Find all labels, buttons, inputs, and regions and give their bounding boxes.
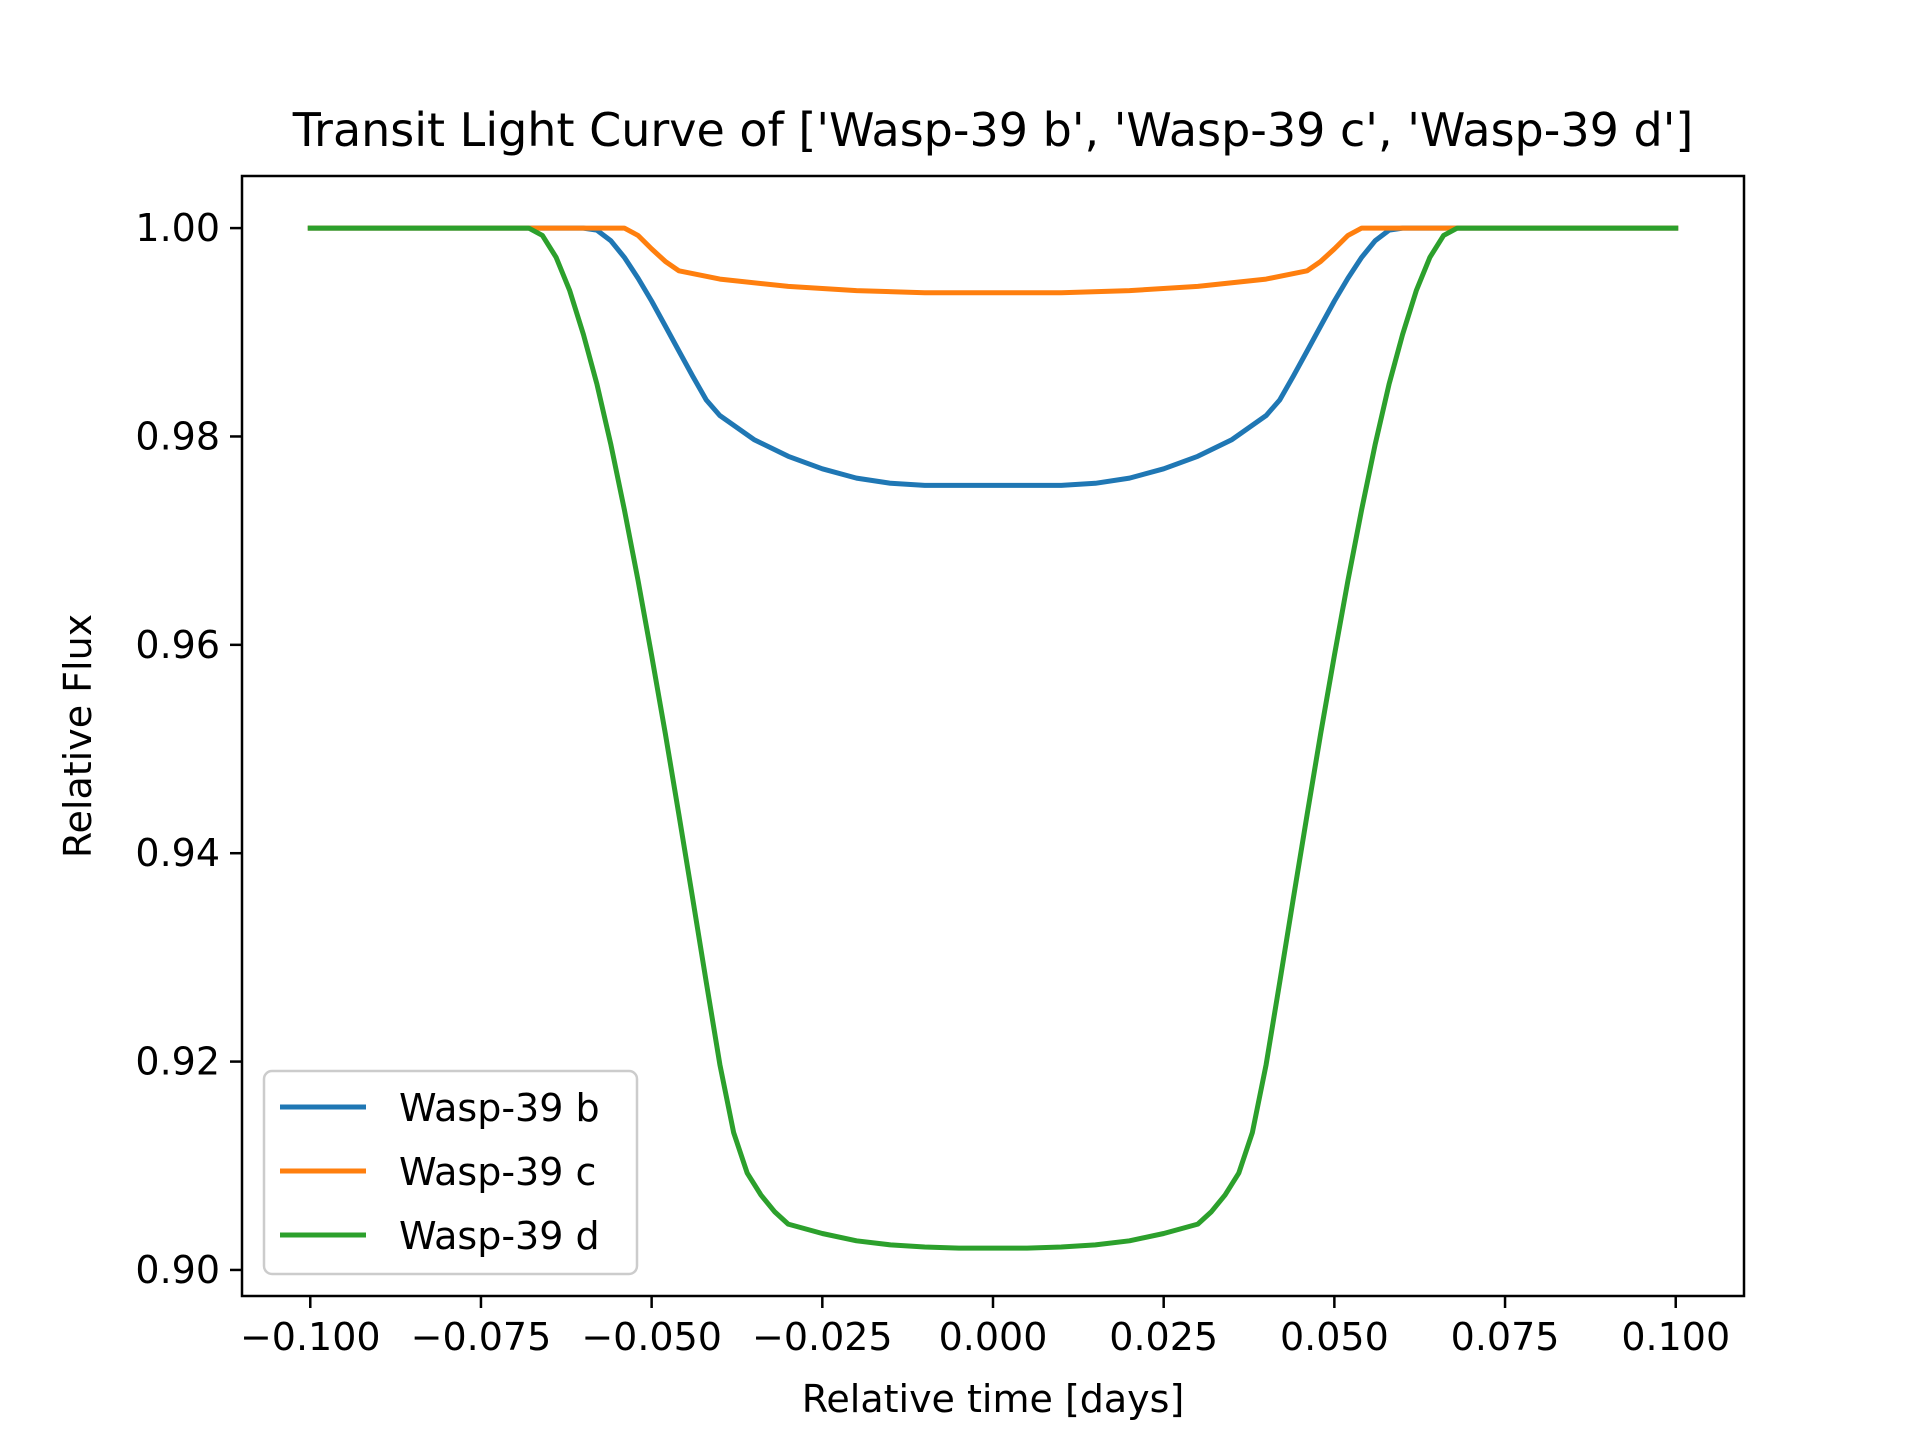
- x-tick-label: −0.100: [240, 1315, 381, 1359]
- x-tick-label: 0.075: [1451, 1315, 1560, 1359]
- series-line-3: [307, 225, 1679, 1251]
- y-axis-label: Relative Flux: [56, 614, 100, 858]
- series-line-1: [307, 225, 1679, 488]
- x-axis-label: Relative time [days]: [802, 1377, 1185, 1421]
- series-layer: [307, 225, 1679, 1251]
- legend-frame: [262, 1069, 639, 1276]
- x-tick-label: 0.025: [1109, 1315, 1218, 1359]
- x-tick-label: −0.025: [752, 1315, 893, 1359]
- chart-title: Transit Light Curve of ['Wasp-39 b', 'Wa…: [292, 103, 1694, 157]
- y-tick-label: 0.98: [135, 414, 220, 458]
- x-tick-label: 0.050: [1280, 1315, 1389, 1359]
- plot-area-frame: [240, 174, 1746, 1298]
- legend: Wasp-39 b Wasp-39 c Wasp-39 d: [262, 1069, 639, 1276]
- y-tick-label: 1.00: [135, 206, 220, 250]
- y-axis-ticks: 0.90 0.92 0.94 0.96 0.98 1.00: [135, 206, 242, 1292]
- y-tick-label: 0.90: [135, 1248, 220, 1292]
- legend-label-3: Wasp-39 d: [399, 1214, 600, 1258]
- y-tick-label: 0.94: [135, 831, 220, 875]
- y-tick-label: 0.92: [135, 1040, 220, 1084]
- x-axis-ticks: −0.100 −0.075 −0.050 −0.025 0.000 0.025 0.050 0…: [240, 1296, 1730, 1359]
- x-tick-label: 0.100: [1621, 1315, 1730, 1359]
- legend-label-2: Wasp-39 c: [399, 1150, 596, 1194]
- y-tick-label: 0.96: [135, 623, 220, 667]
- x-tick-label: 0.000: [939, 1315, 1048, 1359]
- series-line-2: [307, 225, 1679, 296]
- legend-label-1: Wasp-39 b: [399, 1086, 600, 1130]
- x-tick-label: −0.075: [411, 1315, 552, 1359]
- legend-items: Wasp-39 b Wasp-39 c Wasp-39 d: [280, 1086, 600, 1258]
- x-tick-label: −0.050: [581, 1315, 722, 1359]
